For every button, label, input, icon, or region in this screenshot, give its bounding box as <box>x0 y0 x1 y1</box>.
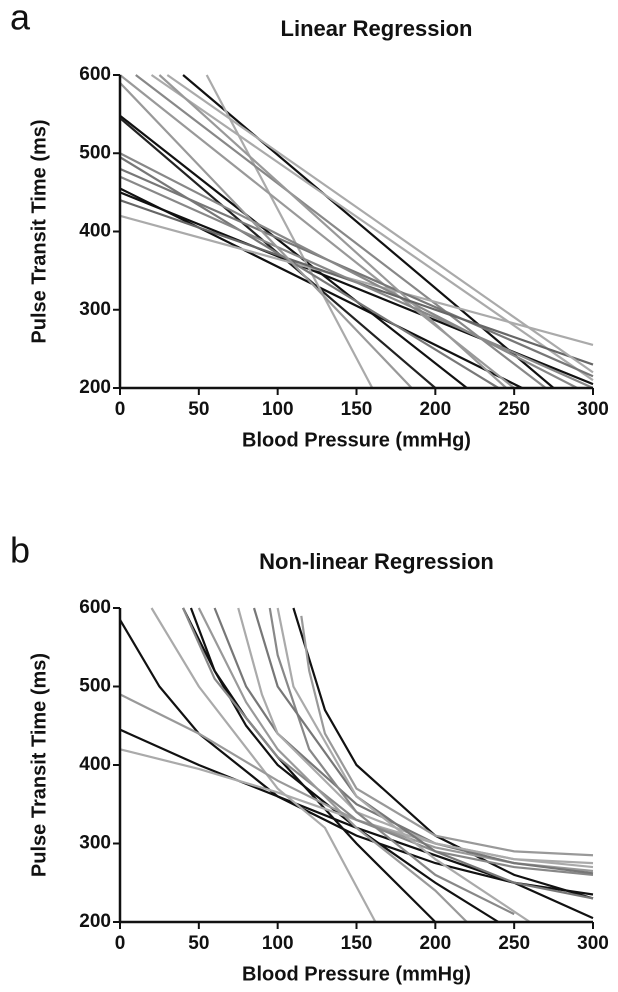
regression-line <box>119 748 594 869</box>
regression-line <box>119 167 594 378</box>
y-tick-label: 500 <box>79 142 111 163</box>
x-tick-label: 300 <box>577 933 609 954</box>
y-tick-label: 400 <box>79 754 111 775</box>
chart-title: Non-linear Regression <box>259 549 494 574</box>
regression-line <box>119 214 594 347</box>
x-tick-label: 0 <box>115 933 126 954</box>
regression-line <box>150 607 377 923</box>
regression-line <box>205 74 374 389</box>
regression-line <box>276 607 531 923</box>
x-axis-label: Blood Pressure (mmHg) <box>242 963 471 985</box>
y-tick-label: 200 <box>79 377 111 398</box>
x-tick-label: 200 <box>419 933 451 954</box>
regression-line <box>119 152 578 389</box>
regression-line <box>252 607 594 900</box>
regression-line <box>268 607 515 916</box>
x-axis-label: Blood Pressure (mmHg) <box>242 429 471 451</box>
x-tick-label: 150 <box>341 399 373 420</box>
x-tick-label: 250 <box>498 399 530 420</box>
regression-line <box>119 728 594 920</box>
regression-line <box>182 74 555 389</box>
regression-line <box>119 187 523 389</box>
regression-line <box>300 615 594 857</box>
regression-line <box>119 175 594 390</box>
x-tick-label: 50 <box>188 399 209 420</box>
y-tick-label: 600 <box>79 597 111 618</box>
regression-line <box>158 74 508 389</box>
x-tick-label: 50 <box>188 933 209 954</box>
regression-line <box>197 607 468 923</box>
y-tick-label: 200 <box>79 911 111 932</box>
x-tick-label: 100 <box>262 399 294 420</box>
regression-line <box>119 114 468 389</box>
y-tick-label: 600 <box>79 64 111 85</box>
y-axis-label: Pulse Transit Time (ms) <box>28 653 50 877</box>
y-tick-label: 300 <box>79 299 111 320</box>
x-tick-label: 200 <box>419 399 451 420</box>
regression-line <box>292 607 594 900</box>
y-axis-label: Pulse Transit Time (ms) <box>28 119 50 343</box>
x-tick-label: 250 <box>498 933 530 954</box>
regression-line <box>166 74 594 374</box>
x-tick-label: 100 <box>262 933 294 954</box>
x-tick-label: 300 <box>577 399 609 420</box>
regression-line <box>119 156 499 389</box>
x-tick-label: 0 <box>115 399 126 420</box>
regression-line <box>119 82 413 389</box>
regression-line <box>150 74 594 382</box>
y-tick-label: 500 <box>79 676 111 697</box>
y-tick-label: 300 <box>79 833 111 854</box>
panel-label: a <box>10 0 31 38</box>
regression-line <box>213 607 594 875</box>
y-tick-label: 400 <box>79 221 111 242</box>
chart-title: Linear Regression <box>281 16 473 41</box>
x-tick-label: 150 <box>341 933 373 954</box>
regression-line <box>119 619 594 896</box>
panel-label: b <box>10 530 30 571</box>
regression-line <box>182 607 594 876</box>
